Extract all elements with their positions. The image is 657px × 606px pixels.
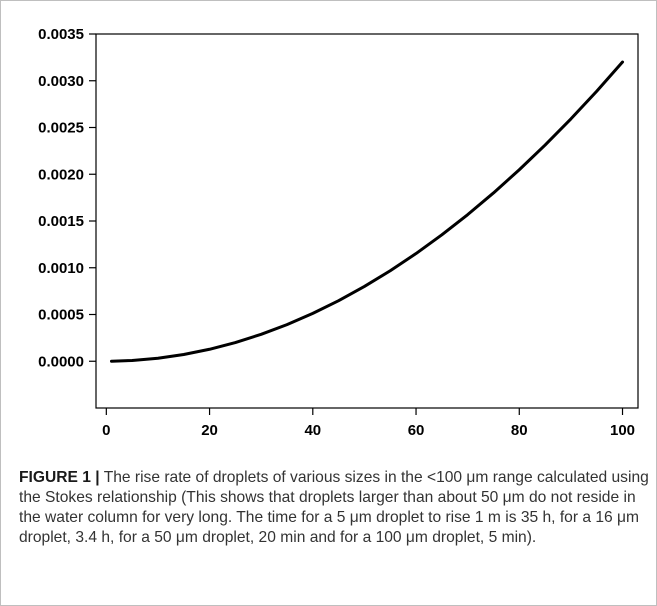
y-tick-label: 0.0030 — [38, 73, 84, 90]
y-tick-label: 0.0035 — [38, 26, 84, 43]
plot-area — [95, 33, 639, 409]
y-tick-label: 0.0025 — [38, 120, 84, 137]
series-layer — [109, 60, 625, 363]
y-tick-label: 0.0015 — [38, 213, 84, 230]
y-tick-label: 0.0000 — [38, 353, 84, 370]
caption-text: The rise rate of droplets of various siz… — [19, 469, 649, 546]
y-tick-label: 0.0010 — [38, 260, 84, 277]
figure-caption: FIGURE 1 | The rise rate of droplets of … — [19, 468, 649, 548]
plot-frame — [95, 33, 639, 409]
data-point — [312, 312, 314, 314]
data-point — [363, 285, 366, 288]
data-point — [518, 169, 520, 171]
data-point — [492, 192, 495, 194]
y-tick-label: 0.0020 — [38, 166, 84, 183]
data-point — [260, 333, 262, 335]
data-point — [110, 360, 113, 362]
x-tick-label: 80 — [511, 422, 528, 439]
data-point — [415, 252, 417, 255]
figure-label: FIGURE 1 | — [19, 469, 100, 486]
data-point — [286, 323, 288, 326]
data-point — [441, 234, 443, 236]
data-point — [389, 270, 391, 272]
y-tick-label: 0.0005 — [38, 307, 84, 324]
x-tick-label: 40 — [304, 422, 321, 439]
x-axis: 0 20 40 60 80 100 — [102, 408, 635, 439]
data-point — [234, 341, 236, 344]
data-point — [596, 90, 598, 92]
y-axis: 0.0000 0.0005 0.0010 0.0015 0.0020 0.0025 0.00… — [38, 26, 96, 370]
data-point — [131, 359, 133, 362]
data-point — [183, 353, 185, 356]
x-tick-label: 20 — [201, 422, 218, 439]
data-point — [621, 61, 624, 63]
line-chart: 0.0000 0.0005 0.0010 0.0015 0.0020 0.0025 0.00… — [38, 26, 639, 439]
data-point — [208, 348, 211, 350]
x-tick-label: 0 — [102, 422, 110, 439]
data-point — [544, 144, 546, 146]
data-point — [570, 118, 572, 120]
data-point — [467, 214, 469, 216]
data-point — [157, 357, 159, 359]
x-tick-label: 60 — [408, 422, 425, 439]
data-point — [338, 300, 340, 302]
series-line — [109, 60, 625, 363]
x-tick-label: 100 — [610, 422, 635, 439]
